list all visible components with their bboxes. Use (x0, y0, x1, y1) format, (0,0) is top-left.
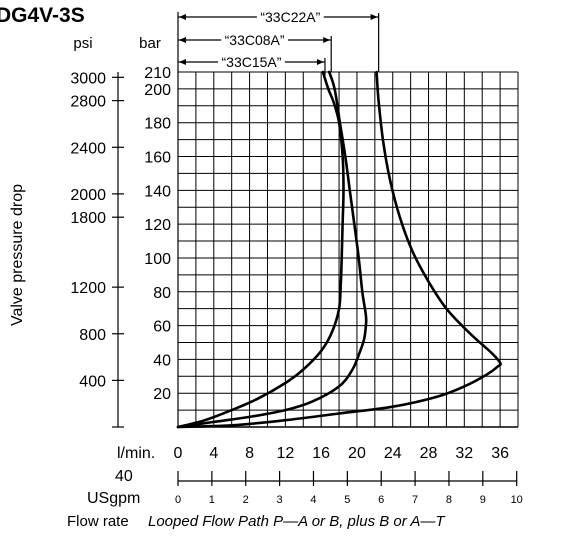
bar-tick-label: 60 (153, 319, 171, 336)
chart-axes (112, 12, 518, 486)
usgpm-tick-label: 6 (378, 494, 384, 506)
series-callouts: “33C22A” “33C08A” “33C15A” (178, 8, 380, 80)
usgpm-tick-label: 2 (243, 494, 249, 506)
usgpm-tick-label: 9 (480, 494, 486, 506)
bar-tick-label: 140 (144, 183, 171, 200)
lpm-tick-label: 28 (420, 445, 438, 462)
bar-tick-label: 80 (153, 285, 171, 302)
bar-tick-label: 20 (153, 386, 171, 403)
psi-tick-label: 2000 (70, 187, 106, 204)
callout-arrow-left (179, 59, 186, 65)
usgpm-tick-label: 1 (209, 494, 215, 506)
callout-arrow-right (323, 37, 331, 43)
bar-tick-label: 40 (153, 352, 171, 369)
usgpm-tick-label: 10 (511, 494, 523, 506)
bar-tick-label: 120 (144, 217, 171, 234)
chart-series (176, 70, 502, 429)
usgpm-unit-label: USgpm (87, 490, 140, 507)
series-name-label: “33C15A” (222, 54, 282, 70)
lpm-tick-label: 4 (209, 445, 218, 462)
bar-tick-label: 180 (144, 116, 171, 133)
usgpm-tick-label: 7 (412, 494, 418, 506)
usgpm-tick-label: 0 (175, 494, 181, 506)
usgpm-tick-label: 8 (446, 494, 452, 506)
psi-tick-label: 800 (79, 327, 106, 344)
psi-tick-label: 3000 (70, 70, 106, 87)
psi-unit-label: psi (73, 35, 92, 52)
flow-path-caption: Looped Flow Path P—A or B, plus B or A—T (148, 513, 446, 530)
extra-flow-tick: 40 (115, 468, 133, 485)
callout-arrow-left (179, 37, 186, 43)
chart-title: DG4V-3S (0, 4, 85, 27)
callout-label-bg (221, 31, 289, 49)
lpm-tick-label: 24 (384, 445, 402, 462)
lpm-tick-label: 0 (174, 445, 183, 462)
usgpm-tick-label: 3 (277, 494, 283, 506)
series-name-label: “33C22A” (260, 9, 320, 25)
usgpm-tick-label: 4 (310, 494, 316, 506)
callout-label-bg (218, 53, 285, 71)
psi-tick-label: 1800 (70, 210, 106, 227)
series-line-2 (176, 70, 502, 429)
usgpm-tick-label: 5 (344, 494, 350, 506)
lpm-tick-label: 16 (312, 445, 330, 462)
bar-tick-label: 200 (144, 82, 171, 99)
bar-unit-label: bar (139, 35, 161, 52)
chart-grid (177, 71, 519, 427)
psi-tick-label: 2400 (70, 140, 106, 157)
lpm-tick-label: 8 (245, 445, 254, 462)
series-line-1 (176, 70, 368, 429)
psi-tick-label: 2800 (70, 94, 106, 111)
flow-rate-label: Flow rate (67, 513, 129, 530)
bar-tick-label: 100 (144, 251, 171, 268)
psi-tick-label: 1200 (70, 280, 106, 297)
bar-tick-label: 210 (144, 65, 171, 82)
callout-arrow-right (316, 59, 324, 65)
callout-arrow-left (179, 14, 186, 20)
lpm-tick-label: 20 (348, 445, 366, 462)
series-line-0 (176, 70, 345, 429)
lpm-tick-label: 32 (455, 445, 473, 462)
chart-labels: 2102001801601401201008060402030002800240… (70, 65, 522, 506)
y-axis-label: Valve pressure drop (9, 184, 26, 326)
lpm-tick-label: 36 (491, 445, 509, 462)
psi-tick-label: 400 (79, 373, 106, 390)
callout-arrow-right (370, 14, 378, 20)
lpm-tick-label: 12 (276, 445, 294, 462)
callout-label-bg (256, 8, 324, 26)
lpm-unit-label: l/min. (117, 445, 155, 462)
series-name-label: “33C08A” (225, 32, 285, 48)
bar-tick-label: 160 (144, 150, 171, 167)
